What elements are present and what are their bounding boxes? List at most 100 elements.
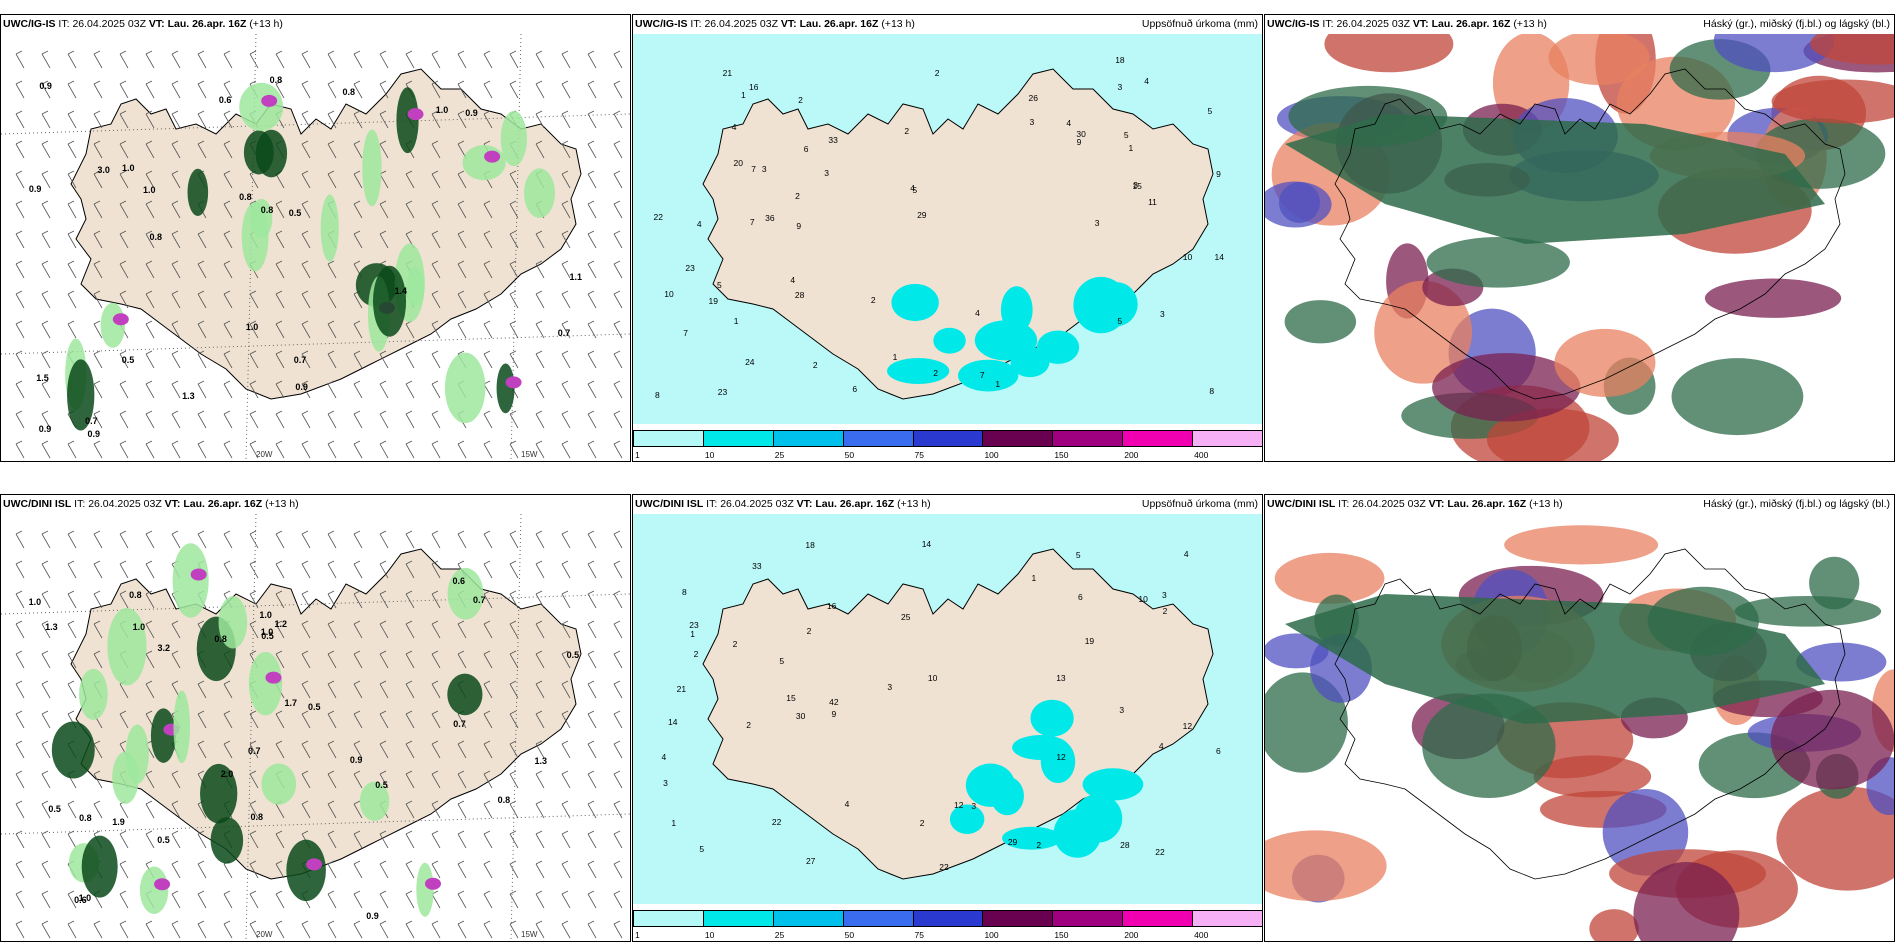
wind-barb	[275, 860, 285, 879]
wind-barb	[249, 710, 259, 729]
cloud-area	[1533, 755, 1652, 798]
wind-barb	[509, 650, 519, 669]
model-name: UWC/IG-IS	[1267, 18, 1320, 30]
wind-barb	[587, 560, 597, 579]
wind-barb	[171, 530, 181, 549]
precip-value: 3	[1159, 309, 1165, 320]
wind-barb	[457, 290, 467, 309]
wind-barb	[405, 200, 415, 219]
wind-barb	[15, 560, 25, 579]
wind-barb	[301, 440, 311, 459]
field-title: Háský (gr.), miðský (fj.bl.) og lágský (…	[1703, 498, 1890, 510]
wind-barb	[379, 590, 389, 609]
wind-barb	[275, 650, 285, 669]
wind-barb	[405, 170, 415, 189]
wind-barb	[197, 80, 207, 99]
wind-barb	[249, 290, 259, 309]
heavy-precip	[974, 320, 1038, 361]
precip-value: 29	[1007, 837, 1018, 848]
precip-value: 3	[1117, 82, 1123, 93]
wind-barb	[405, 620, 415, 639]
colorbar-swatch	[1122, 430, 1194, 447]
wind-barb	[145, 170, 155, 189]
wind-barb	[327, 110, 337, 129]
wind-barb	[93, 440, 103, 459]
wind-barb	[561, 770, 571, 789]
wind-barb	[223, 260, 233, 279]
precip-value: 2	[1036, 839, 1042, 850]
wind-barb	[197, 710, 207, 729]
precip-value: 2	[870, 295, 876, 306]
precip-value: 1	[690, 629, 695, 640]
wind-barb	[613, 560, 623, 579]
wind-barb	[119, 200, 129, 219]
precip-area	[218, 596, 248, 649]
heavy-precip	[1002, 826, 1062, 850]
colorbar-swatch	[982, 430, 1054, 447]
wind-barb	[145, 320, 155, 339]
wind-barb	[535, 590, 545, 609]
map-panel: UWC/DINI ISL IT: 26.04.2025 03Z VT: Lau.…	[632, 494, 1263, 942]
wind-barb	[431, 140, 441, 159]
cloud-area	[1809, 556, 1860, 610]
map-area: 4 4 4 3 2 3 1 7 4 1 3 2 6 4 5 3 1 23 10 29 26 15 14 9 19 7 16 21 22 3…	[633, 34, 1262, 461]
wind-barb	[535, 860, 545, 879]
wind-value: 1.1	[569, 272, 583, 283]
vt-label: VT:	[148, 18, 165, 30]
precip-value: 2	[904, 126, 910, 137]
wind-barb	[431, 920, 441, 939]
wind-value: 0.7	[85, 416, 98, 427]
precip-value: 30	[1076, 129, 1086, 140]
wind-value: 0.5	[308, 702, 321, 713]
precip-value: 1	[671, 817, 677, 828]
wind-value: 0.9	[465, 108, 478, 119]
wind-barb	[93, 530, 103, 549]
lon-label: 20W	[256, 930, 273, 939]
cloud-area	[1704, 278, 1842, 318]
wind-value: 0.8	[250, 811, 263, 822]
precip-value: 26	[1028, 92, 1038, 103]
precip-value: 2	[933, 368, 938, 379]
wind-barb	[223, 890, 233, 909]
wind-barb	[223, 110, 233, 129]
valid-time: Lau. 26.apr. 16Z	[815, 498, 895, 510]
cloud-area	[1324, 34, 1454, 73]
wind-barb	[353, 530, 363, 549]
wind-barb	[327, 860, 337, 879]
wind-barb	[613, 680, 623, 699]
wind-barb	[171, 230, 181, 249]
snow-area	[112, 313, 129, 326]
wind-barb	[405, 770, 415, 789]
wind-barb	[171, 830, 181, 849]
valid-time: Lau. 26.apr. 16Z	[183, 498, 263, 510]
wind-barb	[301, 620, 311, 639]
wind-barb	[613, 200, 623, 219]
cloud-area	[1504, 525, 1659, 565]
wind-barb	[431, 440, 441, 459]
wind-value: 3.2	[157, 642, 171, 653]
wind-barb	[197, 680, 207, 699]
wind-barb	[587, 800, 597, 819]
wind-barb	[119, 410, 129, 429]
precip-value: 4	[844, 799, 850, 810]
wind-barb	[431, 170, 441, 189]
snow-area	[484, 150, 501, 163]
wind-barb	[587, 860, 597, 879]
cloud-map	[1265, 514, 1894, 941]
wind-value: 1.9	[112, 816, 125, 827]
wind-barb	[119, 260, 129, 279]
wind-barb	[483, 290, 493, 309]
wind-value: 0.7	[247, 745, 261, 756]
wind-barb	[223, 740, 233, 759]
wind-barb	[15, 50, 25, 69]
colorbar-tick: 150	[1054, 930, 1069, 940]
wind-barb	[613, 290, 623, 309]
wind-barb	[15, 80, 25, 99]
precip-value: 21	[722, 67, 733, 78]
colorbar-tick: 50	[844, 450, 855, 460]
wind-barb	[171, 800, 181, 819]
wind-barb	[405, 560, 415, 579]
wind-barb	[249, 320, 259, 339]
wind-value: 1.7	[284, 697, 298, 708]
wind-barb	[587, 740, 597, 759]
